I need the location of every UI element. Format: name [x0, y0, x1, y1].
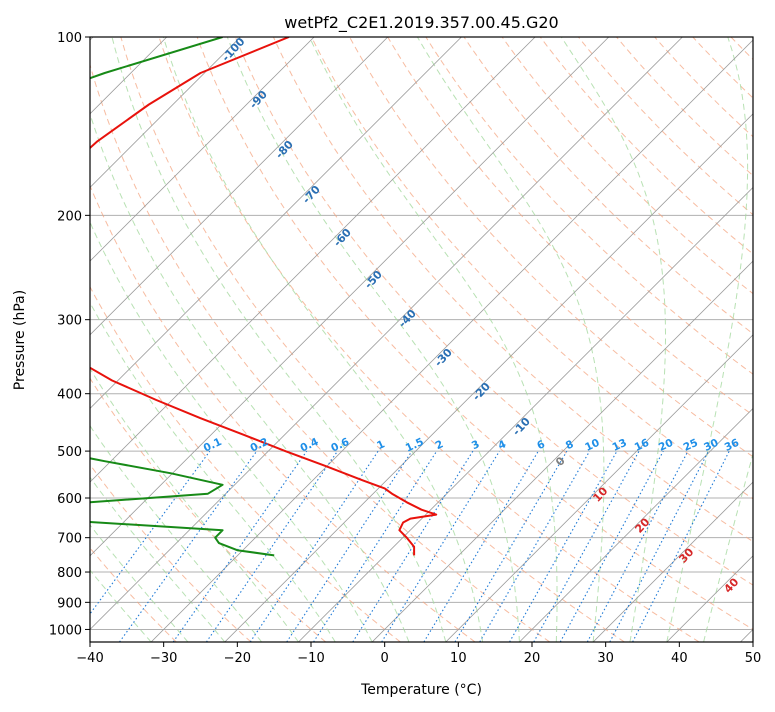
x-axis-label: Temperature (°C): [360, 682, 482, 698]
y-tick-label: 500: [57, 445, 82, 460]
x-tick-label: 30: [597, 651, 614, 666]
x-tick-label: 0: [381, 651, 389, 666]
y-tick-label: 700: [57, 532, 82, 547]
y-tick-label: 800: [57, 566, 82, 581]
chart-title: wetPf2_C2E1.2019.357.00.45.G20: [284, 13, 558, 33]
y-tick-label: 100: [57, 31, 82, 46]
y-axis-label: Pressure (hPa): [12, 290, 28, 390]
y-tick-label: 300: [57, 314, 82, 329]
x-tick-label: 40: [671, 651, 688, 666]
y-tick-label: 900: [57, 596, 82, 611]
x-tick-label: −30: [150, 651, 177, 666]
y-tick-label: 1000: [49, 623, 82, 638]
x-tick-label: 20: [524, 651, 541, 666]
x-tick-label: −10: [297, 651, 324, 666]
y-tick-label: 200: [57, 209, 82, 224]
x-tick-label: −20: [224, 651, 251, 666]
x-tick-label: 10: [450, 651, 467, 666]
y-tick-label: 400: [57, 388, 82, 403]
x-tick-label: 50: [745, 651, 762, 666]
y-tick-label: 600: [57, 492, 82, 507]
x-tick-label: −40: [76, 651, 103, 666]
